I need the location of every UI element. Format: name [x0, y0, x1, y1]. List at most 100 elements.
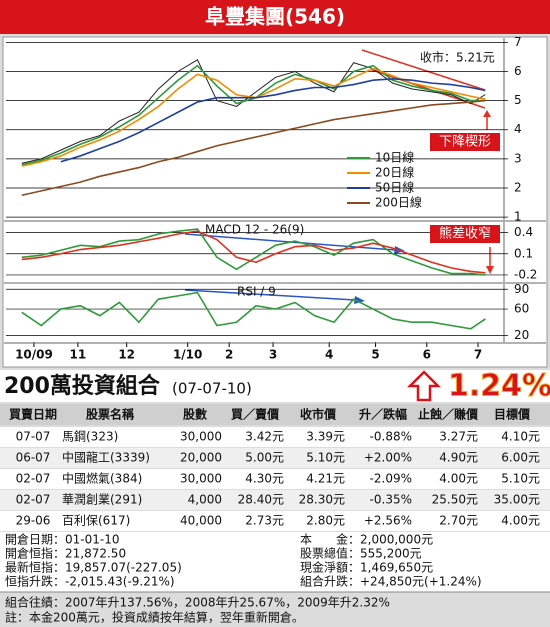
x-tick-label: 4	[325, 348, 333, 362]
summary-left: 開倉恒指：21,872.50	[5, 546, 126, 561]
table-row-bg	[0, 427, 550, 447]
table-cell: 4.00元	[439, 472, 478, 486]
table-cell: 華潤創業(291)	[62, 493, 142, 507]
x-tick-label: 10/09	[15, 348, 53, 362]
table-cell: 4.00元	[501, 514, 540, 528]
table-cell: 06-07	[16, 451, 51, 465]
summary-right: 組合升跌：+24,850元(+1.24%)	[300, 574, 482, 589]
page-title: 阜豐集團(546)	[205, 5, 345, 29]
y-tick-label: 60	[514, 302, 529, 316]
up-arrow	[406, 370, 442, 402]
table-cell: -0.35%	[370, 493, 412, 507]
wedge-line	[361, 49, 486, 91]
table-header: 止蝕／賺價	[418, 407, 479, 422]
note: 組合往績：2007年升137.56%，2008年升25.67%，2009年升2.…	[5, 595, 390, 610]
arrow-head	[483, 110, 491, 117]
portfolio-title: 200萬投資組合	[4, 373, 161, 399]
table-row-bg	[0, 511, 550, 531]
portfolio-band	[0, 370, 550, 402]
table-cell: 6.00元	[501, 451, 540, 465]
annotation-box	[430, 225, 500, 243]
table-cell: 2.73元	[245, 514, 284, 528]
table-cell: 25.50元	[432, 493, 478, 507]
table-cell: 5.10元	[501, 472, 540, 486]
y-tick-label: 4	[514, 122, 522, 136]
table-header: 目標價	[494, 407, 531, 422]
summary-box	[0, 532, 550, 592]
x-tick-label: 5	[371, 348, 379, 362]
y-tick-label: -0.2	[514, 267, 537, 281]
table-header: 收市價	[300, 407, 337, 422]
close-label: 收市：5.21元	[420, 50, 495, 65]
table-cell: -0.88%	[370, 430, 412, 444]
table-cell: +2.00%	[364, 451, 412, 465]
portfolio-change: 1.24%	[448, 369, 550, 404]
y-tick-label: 3	[514, 151, 522, 165]
table-cell: 30,000	[180, 430, 222, 444]
summary-left: 開倉日期：01-01-10	[5, 532, 119, 547]
x-tick-label: 6	[423, 348, 431, 362]
table-cell: 02-07	[16, 493, 51, 507]
label-bg	[418, 50, 496, 66]
table-cell: 百利保(617)	[62, 514, 130, 528]
y-tick-label: 0.1	[514, 246, 533, 260]
table-cell: 35.00元	[494, 493, 540, 507]
table-cell: 07-07	[16, 430, 51, 444]
table-cell: 2.80元	[306, 514, 345, 528]
table-cell: +2.56%	[364, 514, 412, 528]
table-cell: 29-06	[16, 514, 51, 528]
y-tick-label: 1	[514, 210, 522, 224]
arrow-head	[354, 296, 365, 304]
table-cell: 中國龍工(3339)	[62, 450, 150, 465]
table-cell: 4.90元	[439, 451, 478, 465]
table-cell: 28.30元	[299, 493, 345, 507]
legend-label: 50日線	[375, 180, 414, 195]
table-cell: 中國燃氣(384)	[62, 471, 142, 486]
table-row-bg	[0, 448, 550, 468]
table-cell: 3.42元	[245, 430, 284, 444]
x-tick-label: 1/10	[173, 348, 202, 362]
trend-line	[184, 289, 356, 301]
x-tick-label: 2	[225, 348, 233, 362]
y-tick-label: 90	[514, 282, 529, 296]
x-tick-label: 12	[118, 348, 135, 362]
series-line	[21, 99, 486, 197]
series-line	[60, 77, 486, 163]
table-cell: 4.10元	[501, 430, 540, 444]
y-tick-label: 2	[514, 180, 522, 194]
table-cell: 20,000	[180, 451, 222, 465]
y-tick-label: 7	[514, 35, 522, 49]
table-cell: -2.09%	[370, 472, 412, 486]
legend-label: 10日線	[375, 150, 414, 165]
y-tick-label: 0.4	[514, 225, 533, 239]
series-line	[21, 291, 486, 330]
series-line	[21, 59, 486, 164]
series-line	[21, 230, 486, 274]
summary-left: 最新恒指：19,857.07(-227.05)	[5, 560, 182, 575]
table-cell: 4.30元	[245, 472, 284, 486]
table-header: 買賣日期	[9, 407, 57, 422]
portfolio-date: (07-07-10)	[172, 380, 252, 398]
table-cell: 3.27元	[439, 430, 478, 444]
table-cell: 02-07	[16, 472, 51, 486]
annotation: 熊差收窄	[439, 226, 491, 242]
panel-title: RSI / 9	[237, 285, 276, 299]
annotation: 下降楔形	[439, 135, 491, 150]
x-tick-label: 3	[269, 348, 277, 362]
y-tick-label: 6	[514, 64, 522, 78]
y-tick-label: 5	[514, 93, 522, 107]
table-row-bg	[0, 469, 550, 489]
arrow-head	[486, 266, 494, 274]
y-tick-label: 20	[514, 328, 529, 342]
x-tick-label: 7	[474, 348, 482, 362]
panel-title: MACD 12 - 26(9)	[205, 223, 304, 237]
table-row-bg	[0, 490, 550, 510]
table-cell: 5.10元	[306, 451, 345, 465]
table-cell: 2.70元	[439, 514, 478, 528]
summary-right: 現金淨額：1,469,650元	[300, 560, 433, 575]
x-tick-label: 11	[70, 348, 87, 362]
table-cell: 3.39元	[306, 430, 345, 444]
table-header-bg	[0, 404, 550, 425]
legend-label: 20日線	[375, 165, 414, 180]
